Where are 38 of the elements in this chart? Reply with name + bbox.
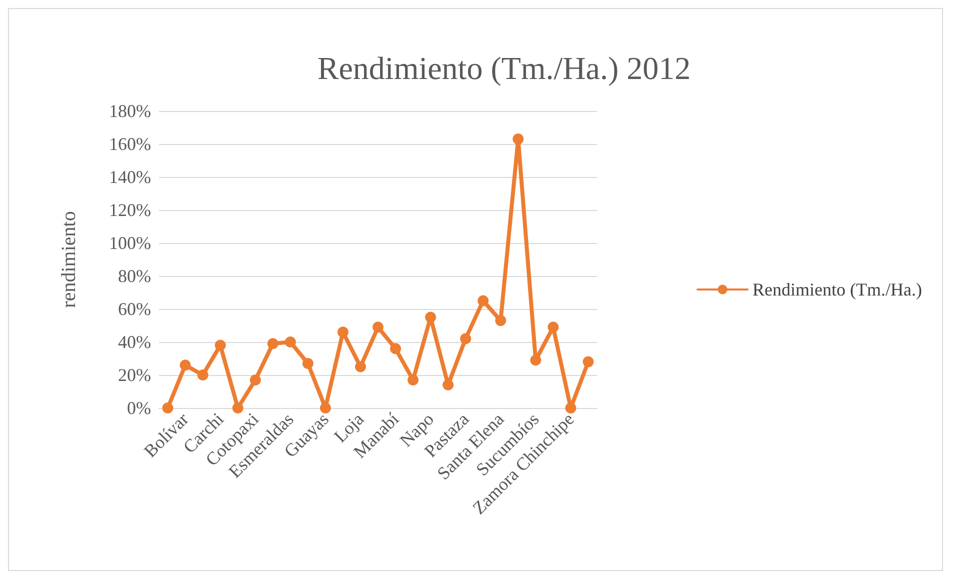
point <box>267 338 278 350</box>
point <box>284 336 296 348</box>
y-tick-label: 120% <box>109 200 151 220</box>
point <box>372 322 384 333</box>
y-tick-label: 140% <box>109 167 151 187</box>
chart-title: Rendimiento (Tm./Ha.) 2012 <box>317 50 691 86</box>
y-tick-label: 40% <box>118 332 151 352</box>
point <box>250 374 261 386</box>
y-tick-label: 180% <box>109 101 151 121</box>
legend-label: Rendimiento (Tm./Ha.) <box>752 280 922 300</box>
y-tick-label: 60% <box>118 299 151 319</box>
point <box>337 326 348 338</box>
point <box>512 134 524 145</box>
y-tick-label: 100% <box>109 233 151 253</box>
y-tick-label: 20% <box>118 365 151 385</box>
point <box>162 402 174 414</box>
point <box>197 370 208 380</box>
point <box>460 333 472 344</box>
point <box>232 402 244 414</box>
point <box>180 360 191 371</box>
point <box>425 312 436 323</box>
point <box>390 343 402 354</box>
y-tick-label: 0% <box>127 398 151 418</box>
y-axis-title: rendimiento <box>58 211 80 308</box>
point <box>320 402 331 414</box>
y-tick-label: 80% <box>118 266 151 286</box>
point <box>478 295 489 306</box>
point <box>408 374 419 386</box>
point <box>495 315 506 326</box>
point <box>582 356 594 368</box>
y-tick-label: 160% <box>109 134 151 154</box>
point <box>442 379 454 390</box>
point <box>530 354 542 366</box>
point <box>565 402 576 414</box>
point <box>354 361 366 372</box>
point <box>548 322 559 333</box>
point <box>302 358 314 369</box>
point <box>214 340 226 351</box>
